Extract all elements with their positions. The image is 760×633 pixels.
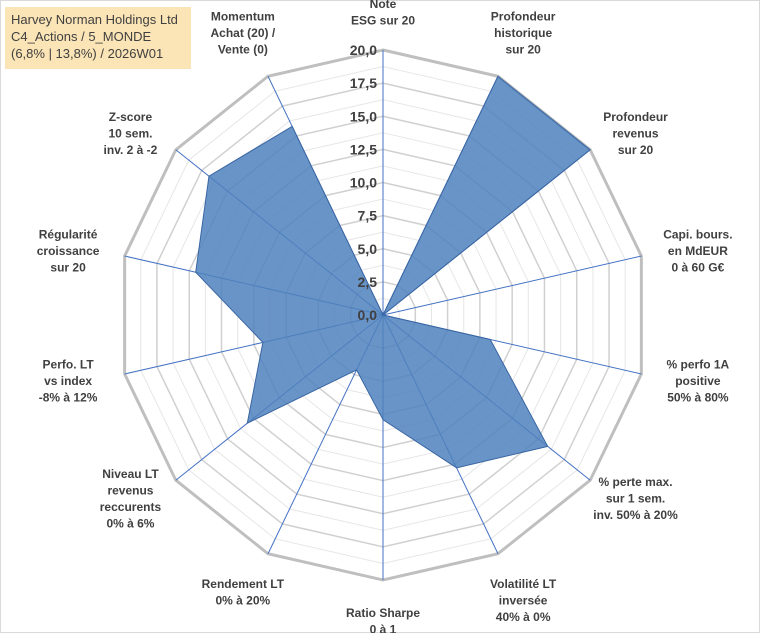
tick-label: 10,0 [350,175,377,191]
chart-title-box: Harvey Norman Holdings Ltd C4_Actions / … [5,7,191,69]
chart-title-line: C4_Actions / 5_MONDE [11,29,152,44]
axis-label: Ratio Sharpe 0 à 1 [346,606,420,633]
tick-label: 17,5 [350,75,377,91]
axis-label: Rendement LT 0% à 20% [202,577,285,608]
axis-label: Capi. bours. en MdEUR 0 à 60 G€ [663,227,732,274]
chart-title-line: Harvey Norman Holdings Ltd [11,12,178,27]
axis-label: Volatilité LT inversée 40% à 0% [490,577,557,624]
tick-label: 2,5 [358,274,378,290]
series-area [195,75,591,469]
axis-spoke [382,255,642,316]
axis-label: % perte max. sur 1 sem. inv. 50% à 20% [593,475,678,522]
axis-label: % perfo 1A positive 50% à 80% [667,358,730,405]
tick-label: 20,0 [350,42,377,58]
axis-label: Profondeur historique sur 20 [491,10,556,57]
axis-label: Momentum Achat (20) / Vente (0) [211,10,276,57]
tick-label: 12,5 [350,141,377,157]
axis-label: Z-score 10 sem. inv. 2 à -2 [104,110,158,157]
tick-label: 5,0 [358,241,378,257]
tick-label: 0,0 [358,307,378,323]
axis-label: Profondeur revenus sur 20 [603,110,668,157]
axis-label: Niveau LT revenus reccurents 0% à 6% [100,467,162,531]
chart-title-line: (6,8% | 13,8%) / 2026W01 [11,46,164,61]
axis-label: Régularité croissance sur 20 [37,227,100,274]
axis-label: Perfo. LT vs index -8% à 12% [39,358,98,405]
tick-label: 15,0 [350,108,377,124]
axis-label: Note ESG sur 20 [351,0,415,28]
tick-label: 7,5 [358,208,378,224]
